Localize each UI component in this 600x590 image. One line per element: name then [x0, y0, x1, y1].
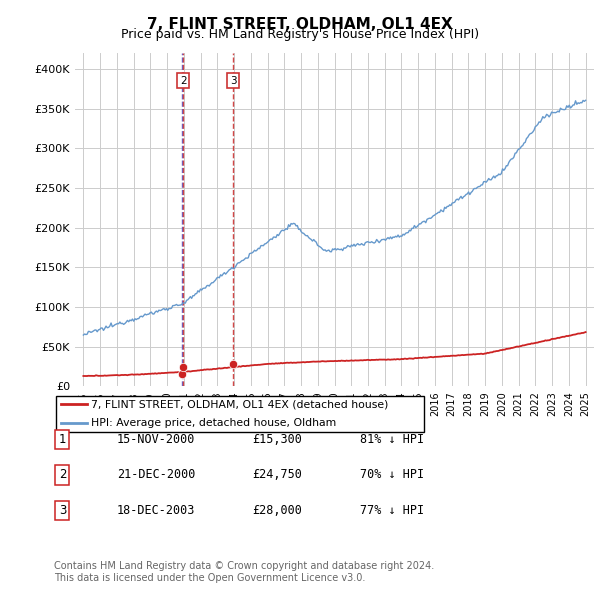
Text: 77% ↓ HPI: 77% ↓ HPI [360, 504, 424, 517]
Text: 70% ↓ HPI: 70% ↓ HPI [360, 468, 424, 481]
Text: Price paid vs. HM Land Registry's House Price Index (HPI): Price paid vs. HM Land Registry's House … [121, 28, 479, 41]
Text: Contains HM Land Registry data © Crown copyright and database right 2024.
This d: Contains HM Land Registry data © Crown c… [54, 561, 434, 583]
FancyBboxPatch shape [56, 395, 424, 432]
Text: 2: 2 [59, 468, 66, 481]
Text: £28,000: £28,000 [252, 504, 302, 517]
Text: 1: 1 [59, 433, 66, 446]
Text: 21-DEC-2000: 21-DEC-2000 [117, 468, 196, 481]
Text: 3: 3 [59, 504, 66, 517]
Text: £24,750: £24,750 [252, 468, 302, 481]
Text: £15,300: £15,300 [252, 433, 302, 446]
Text: 18-DEC-2003: 18-DEC-2003 [117, 504, 196, 517]
Text: 2: 2 [180, 76, 187, 86]
Text: 3: 3 [230, 76, 236, 86]
Text: 81% ↓ HPI: 81% ↓ HPI [360, 433, 424, 446]
Text: 7, FLINT STREET, OLDHAM, OL1 4EX: 7, FLINT STREET, OLDHAM, OL1 4EX [147, 17, 453, 31]
Text: 15-NOV-2000: 15-NOV-2000 [117, 433, 196, 446]
Text: 7, FLINT STREET, OLDHAM, OL1 4EX (detached house): 7, FLINT STREET, OLDHAM, OL1 4EX (detach… [91, 399, 389, 409]
Text: HPI: Average price, detached house, Oldham: HPI: Average price, detached house, Oldh… [91, 418, 337, 428]
